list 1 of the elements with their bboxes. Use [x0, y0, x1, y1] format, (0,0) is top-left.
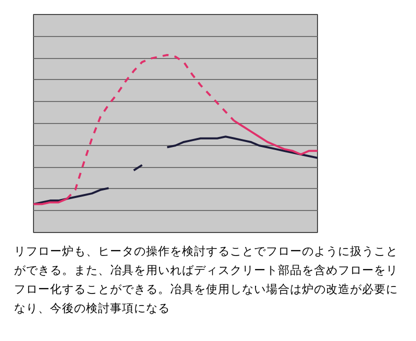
text: リフロー炉も、ヒータの操作を検討することでフローのように扱うことができる。また、冶具を用いればディスクリート部品を含めフローをリフロー化することができる。冶具を使用しない場合は炉の改造が必要になり、今後の検討事項になる: [14, 243, 398, 317]
